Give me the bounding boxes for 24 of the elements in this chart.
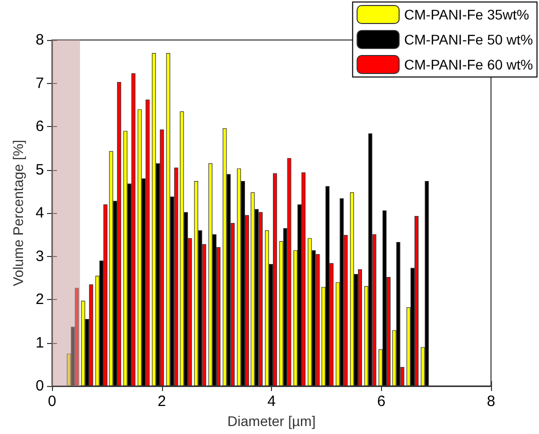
bar [396, 242, 400, 386]
bar [368, 133, 372, 386]
bar [382, 210, 387, 386]
y-tick-label: 8 [36, 32, 44, 48]
legend-label: CM-PANI-Fe 35wt% [404, 6, 530, 22]
y-tick-label: 1 [36, 334, 44, 352]
y-tick-label: 3 [36, 248, 44, 265]
bar [325, 186, 330, 386]
bar [340, 198, 344, 386]
x-tick-label: 2 [158, 393, 166, 410]
x-tick-label: 4 [267, 393, 276, 410]
y-tick-label: 0 [36, 378, 44, 394]
y-tick-label: 7 [36, 74, 44, 92]
y-axis-title: Volume Percentage [%] [10, 140, 26, 286]
x-axis-title: Diameter [µm] [227, 412, 316, 429]
legend-label: CM-PANI-Fe 50 wt% [404, 32, 534, 48]
x-tick-label: 0 [48, 393, 56, 410]
y-tick-label: 5 [36, 161, 44, 178]
y-tick-label: 2 [36, 291, 44, 308]
legend-label: CM-PANI-Fe 60 wt% [404, 56, 534, 72]
x-tick-label: 6 [377, 393, 386, 410]
y-tick-label: 4 [36, 204, 44, 222]
x-tick-label: 8 [486, 393, 496, 410]
y-tick-label: 6 [36, 118, 44, 135]
